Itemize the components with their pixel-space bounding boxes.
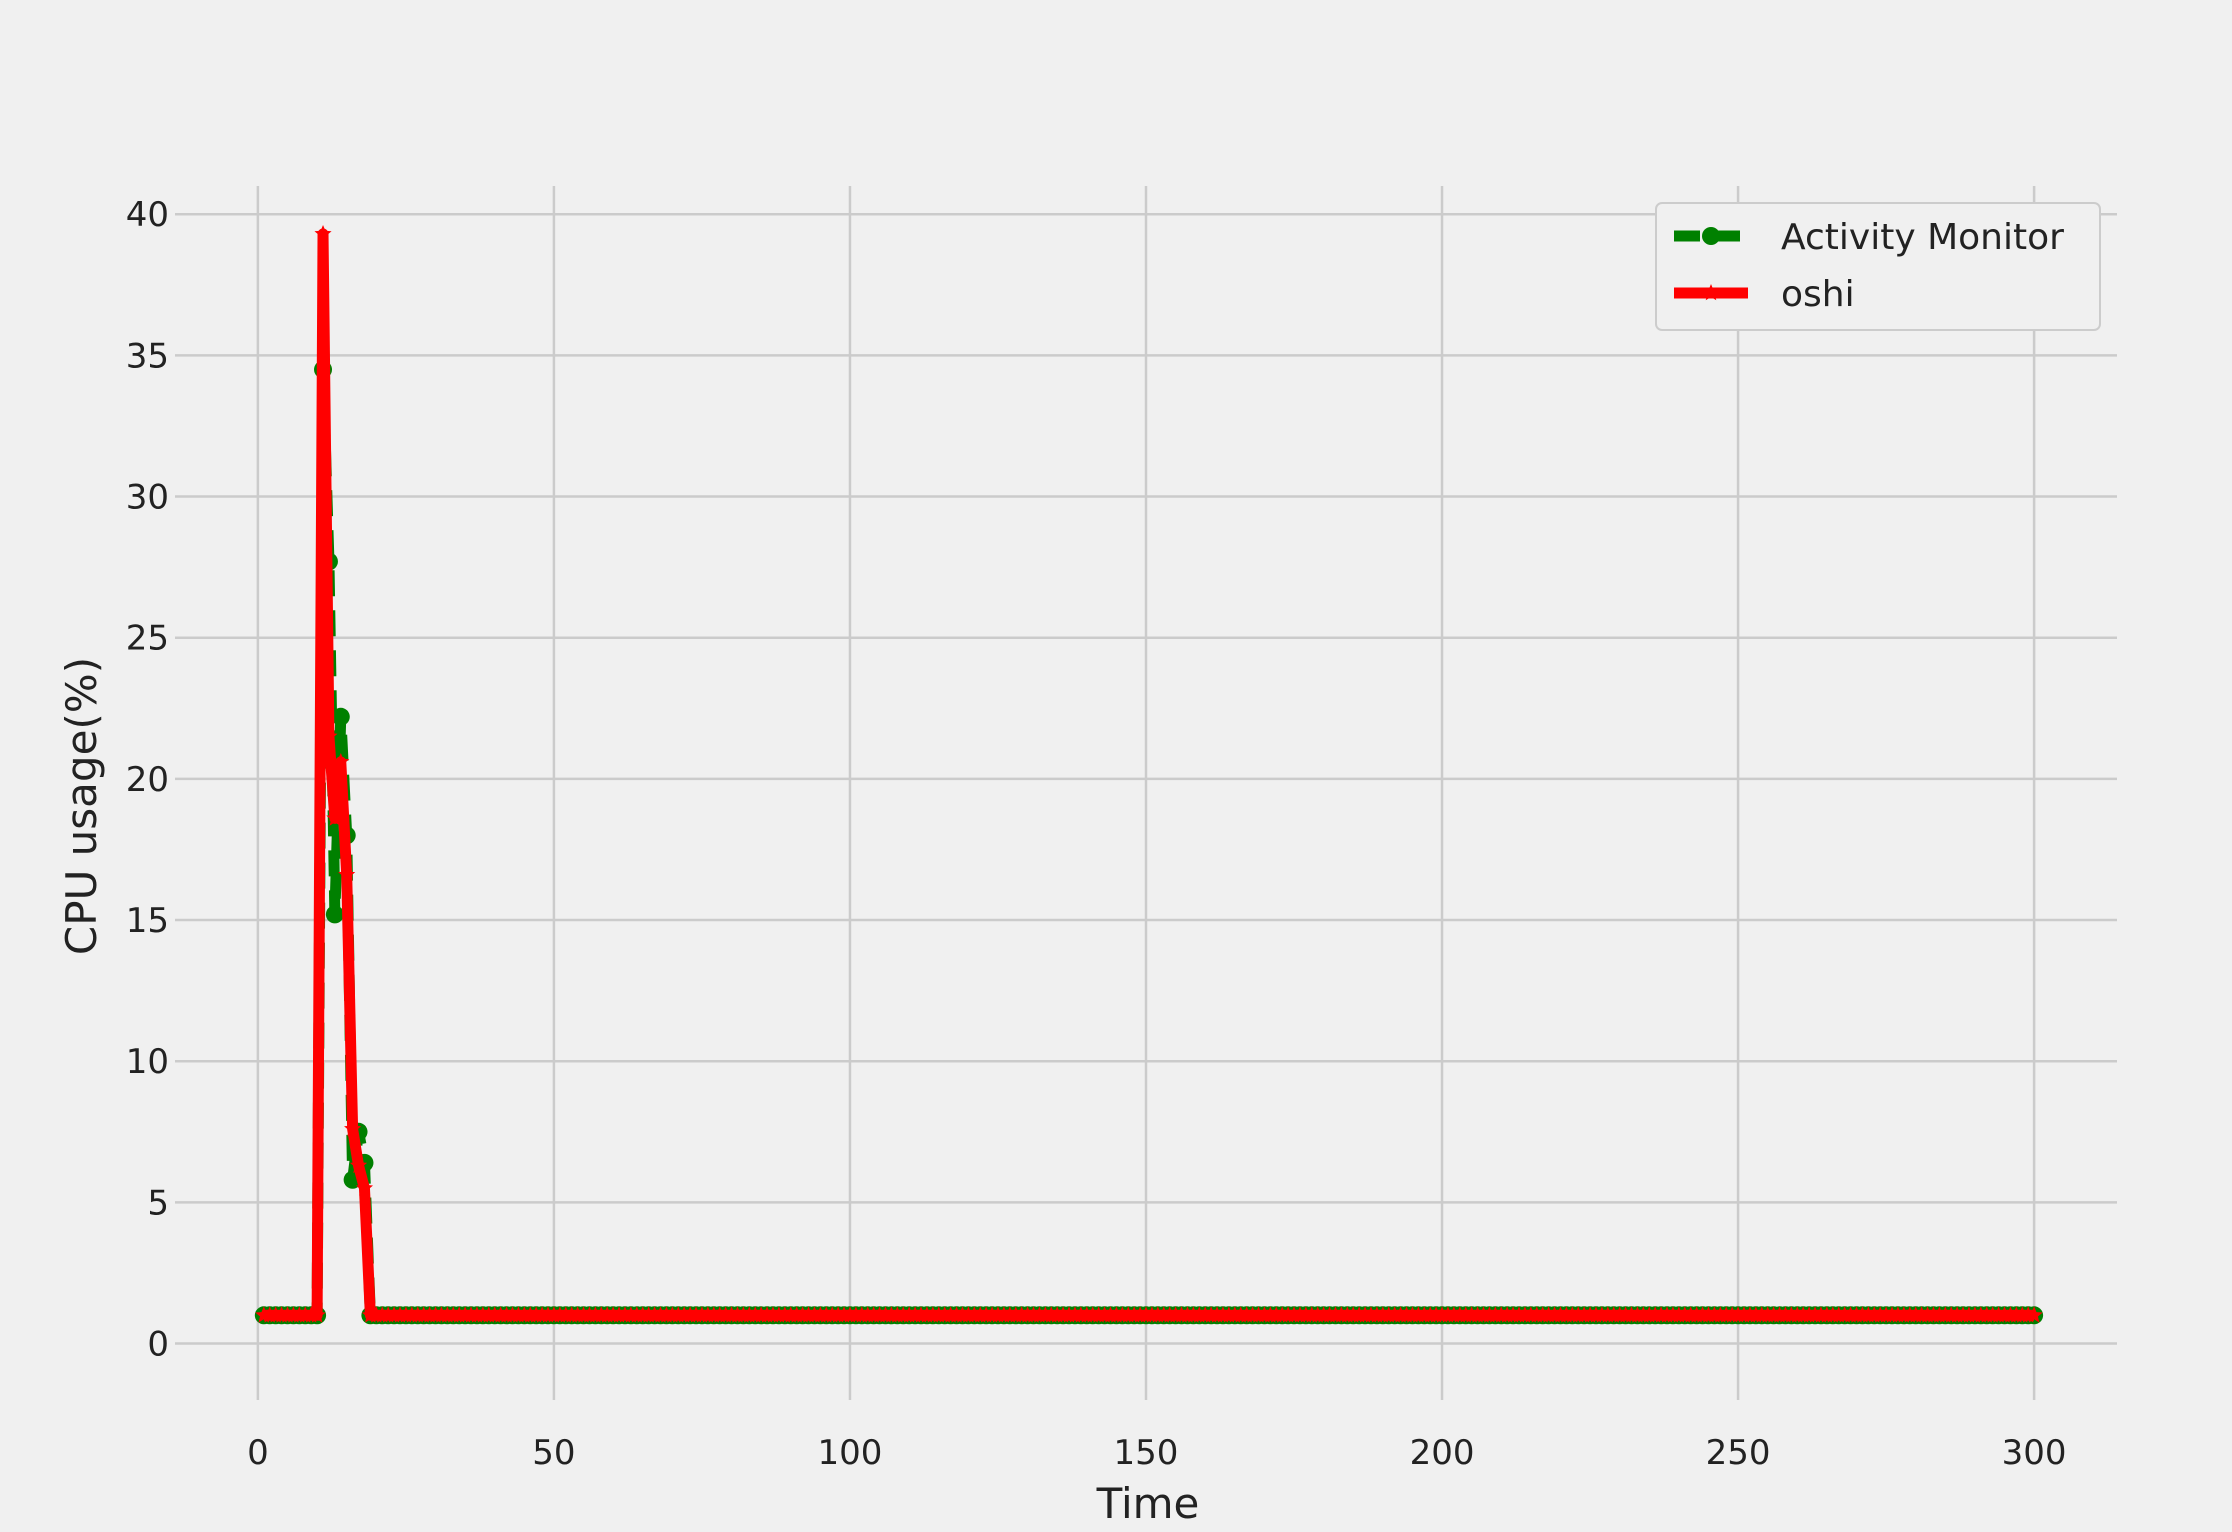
data-point	[355, 1179, 374, 1196]
data-point	[338, 865, 356, 883]
data-point	[320, 727, 338, 744]
data-point	[326, 809, 344, 826]
y-tick-label: 15	[126, 901, 169, 941]
data-point	[314, 225, 332, 242]
x-tick-label: 150	[1114, 1433, 1179, 1473]
legend-label: Activity Monitor	[1781, 217, 2064, 258]
data-point	[325, 905, 344, 924]
y-tick-label: 5	[147, 1183, 169, 1223]
series-oshi	[255, 225, 2043, 1323]
x-tick-label: 0	[247, 1433, 269, 1473]
legend-label: oshi	[1781, 274, 1855, 315]
data-point	[308, 1306, 326, 1323]
y-tick-label: 25	[126, 619, 169, 659]
y-tick-label: 35	[126, 336, 169, 376]
series-line	[263, 364, 2035, 1321]
legend: Activity Monitor oshi	[1655, 202, 2101, 331]
x-tick-label: 50	[532, 1433, 575, 1473]
legend-marker	[1702, 227, 1720, 245]
data-point	[344, 1119, 362, 1137]
x-axis-label: Time	[1096, 1479, 1200, 1528]
y-tick-label: 10	[126, 1042, 169, 1082]
legend-entry: Activity Monitor	[1674, 217, 2064, 258]
y-tick-label: 0	[147, 1325, 169, 1365]
x-tick-label: 200	[1410, 1433, 1475, 1473]
data-point	[349, 1156, 368, 1173]
plot-area	[254, 225, 2044, 1325]
y-tick-label: 40	[126, 195, 169, 235]
y-tick-label: 30	[126, 478, 169, 518]
x-tick-label: 250	[1706, 1433, 1771, 1473]
data-point	[332, 752, 350, 770]
series-activity-monitor	[254, 360, 2044, 1325]
legend-entry: oshi	[1674, 274, 1855, 315]
y-axis-label: CPU usage(%)	[57, 657, 106, 955]
data-point	[331, 707, 350, 726]
legend-marker	[1702, 284, 1720, 301]
x-tick-label: 300	[2002, 1433, 2067, 1473]
x-tick-label: 100	[818, 1433, 883, 1473]
data-point	[2025, 1306, 2043, 1323]
legend-box	[1655, 202, 2101, 331]
grid	[175, 186, 2117, 1400]
tick-labels: 0 50 100 150 200 250 300 0 5 10 15 20 25 30 35 40	[126, 195, 2067, 1473]
series-line	[263, 228, 2035, 1321]
y-tick-label: 20	[126, 760, 169, 800]
